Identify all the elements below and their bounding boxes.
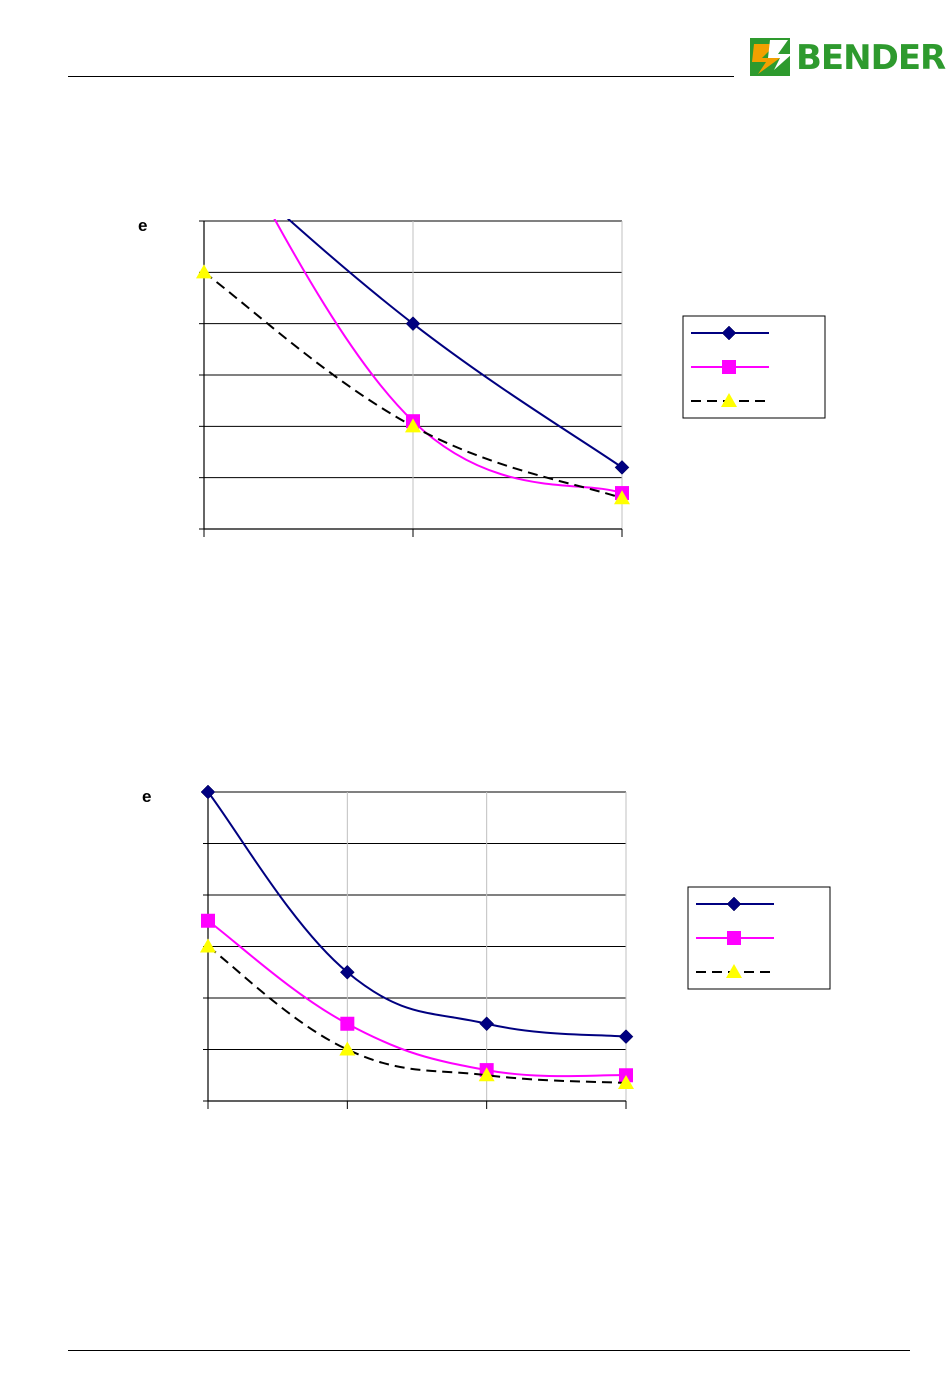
series-3-point — [614, 490, 630, 505]
series-1-point — [618, 1029, 634, 1044]
legend-marker-2 — [722, 360, 736, 374]
y-axis-label: e — [142, 787, 151, 806]
series-1-point — [339, 964, 355, 980]
series-2-line — [273, 219, 623, 495]
footer-rule — [68, 1350, 910, 1351]
series-3-point — [196, 264, 212, 279]
legend-marker-1 — [726, 896, 742, 912]
series-2-point — [201, 913, 215, 928]
logo-mark — [750, 38, 792, 76]
series-3-point — [618, 1074, 634, 1089]
legend-marker-2 — [727, 931, 741, 945]
series-1-line — [207, 791, 627, 1038]
legend-marker-3 — [726, 964, 742, 978]
series-3-point — [478, 1067, 495, 1082]
chart-1: e — [138, 216, 826, 537]
y-axis-label: e — [138, 216, 147, 235]
chart-2: e — [142, 784, 831, 1109]
legend-marker-3 — [721, 393, 737, 407]
series-1-point — [200, 784, 216, 800]
series-2-point — [340, 1016, 355, 1031]
header-rule — [68, 76, 734, 77]
series-1-point — [614, 460, 630, 475]
series-3-point — [405, 418, 421, 433]
logo-wordmark: BENDER — [796, 38, 946, 78]
legend-marker-1 — [721, 325, 737, 341]
series-1-point — [479, 1016, 495, 1032]
series-3-point — [200, 938, 216, 953]
series-1-point — [405, 316, 421, 332]
series-2-line — [207, 919, 627, 1078]
series-3-point — [339, 1041, 356, 1056]
series-3-line — [207, 945, 627, 1084]
